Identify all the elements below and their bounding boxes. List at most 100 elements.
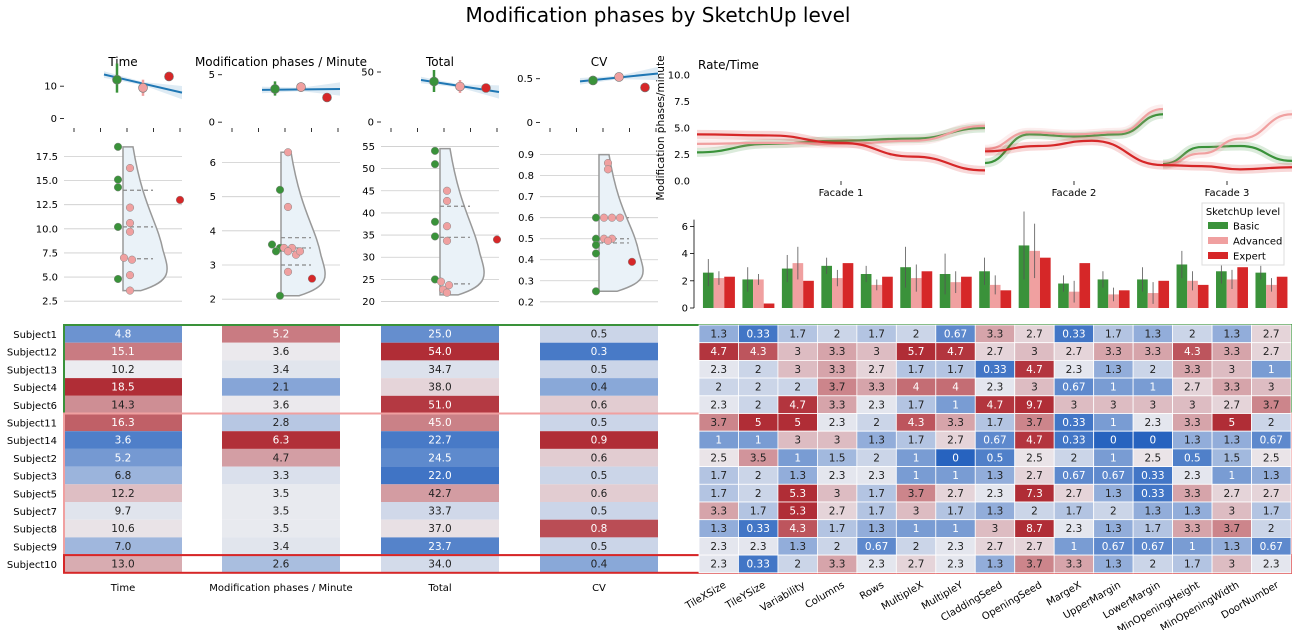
param-cell-value: 1.3 xyxy=(868,435,885,447)
y-tick-label: 6 xyxy=(682,222,688,233)
y-tick-label: 20 xyxy=(362,297,375,308)
heat-cell xyxy=(64,342,182,361)
y-tick-label: 2 xyxy=(210,295,216,306)
heat-cell xyxy=(381,537,499,556)
y-tick-label: 50 xyxy=(361,68,374,79)
param-cell-value: 7.3 xyxy=(1026,488,1043,500)
y-tick-label: 7.5 xyxy=(674,97,690,108)
param-cell-value: 2.3 xyxy=(710,541,727,553)
param-cell-value: 3.3 xyxy=(1184,364,1201,376)
param-cell-value: 1 xyxy=(952,470,959,482)
param-cell-value: 0.33 xyxy=(747,523,770,535)
param-cell-value: 5.7 xyxy=(908,346,925,358)
bar xyxy=(1237,267,1248,308)
heat-cell-value: 0.5 xyxy=(591,506,608,518)
param-cell-value: 2.5 xyxy=(710,452,727,464)
param-cell-value: 2 xyxy=(913,329,920,341)
heat-cell xyxy=(381,378,499,396)
param-cell-value: 2.7 xyxy=(1223,488,1240,500)
subject-point xyxy=(127,255,137,264)
heat-cell-value: 0.3 xyxy=(591,346,608,358)
param-cell-value: 2.3 xyxy=(1184,470,1201,482)
mean-point xyxy=(429,76,439,87)
heat-cell xyxy=(381,502,499,520)
y-tick-label: 5.0 xyxy=(674,124,690,135)
subject-point xyxy=(442,236,452,245)
heat-cell-value: 22.7 xyxy=(428,435,451,447)
y-tick-label: 0 xyxy=(527,118,533,129)
heat-cell xyxy=(222,431,340,449)
parameter-label: Rows xyxy=(858,580,886,603)
heat-cell-value: 7.0 xyxy=(115,541,132,553)
heat-cell-value: 10.2 xyxy=(111,364,134,376)
panel-title: CV xyxy=(591,55,608,69)
param-cell-value: 1.3 xyxy=(710,523,727,535)
param-cell-value: 1.5 xyxy=(1223,452,1240,464)
param-cell-value: 1 xyxy=(715,435,722,447)
heat-cell-value: 3.4 xyxy=(273,541,290,553)
heat-cell xyxy=(381,431,499,449)
legend-label: Basic xyxy=(1233,222,1259,233)
heat-cell-value: 6.3 xyxy=(273,435,290,447)
series-line xyxy=(1162,113,1293,167)
mean-point xyxy=(455,81,465,92)
heat-cell-value: 0.8 xyxy=(591,523,608,535)
facade-label: Facade 2 xyxy=(1052,188,1097,199)
param-cell-value: 4.3 xyxy=(1184,346,1201,358)
heat-cell xyxy=(222,395,340,414)
heat-cell-value: 34.0 xyxy=(428,559,451,571)
bar xyxy=(842,263,854,308)
subject-point xyxy=(591,287,601,296)
param-cell-value: 5.3 xyxy=(789,488,806,500)
param-cell-value: 0 xyxy=(952,452,959,464)
subject-point xyxy=(275,291,285,300)
y-tick-label: 12.5 xyxy=(36,200,58,211)
param-cell-value: 0.33 xyxy=(1062,417,1085,429)
param-cell-value: 3 xyxy=(834,435,841,447)
y-tick-label: 0.5 xyxy=(518,234,534,245)
param-cell-value: 3.3 xyxy=(1066,559,1083,571)
subject-point xyxy=(430,217,440,226)
param-cell-value: 3.3 xyxy=(829,346,846,358)
heat-cell xyxy=(64,555,182,573)
param-cell-value: 1.7 xyxy=(1263,506,1280,518)
heat-cell xyxy=(64,537,182,556)
legend-swatch xyxy=(1208,237,1228,244)
subject-point xyxy=(444,281,454,290)
param-cell-value: 0 xyxy=(1110,435,1117,447)
param-cell-value: 1.3 xyxy=(1223,329,1240,341)
param-cell-value: 5.3 xyxy=(789,506,806,518)
subject-point xyxy=(113,274,123,284)
heat-cell xyxy=(540,325,658,343)
heat-cell-value: 10.6 xyxy=(111,523,135,535)
param-cell-value: 4.7 xyxy=(947,346,964,358)
param-cell-value: 1 xyxy=(1189,541,1196,553)
heat-cell-value: 0.5 xyxy=(591,329,608,341)
heat-cell-value: 25.0 xyxy=(428,329,451,341)
param-cell-value: 1.3 xyxy=(1223,435,1240,447)
param-cell-value: 1.3 xyxy=(987,470,1004,482)
subject-point xyxy=(591,249,601,258)
param-cell-value: 2.3 xyxy=(710,364,727,376)
param-cell-value: 0.67 xyxy=(983,435,1006,447)
heat-cell xyxy=(540,395,658,414)
param-cell-value: 3 xyxy=(1268,382,1275,394)
param-cell-value: 2 xyxy=(715,382,722,394)
subject-point xyxy=(430,232,440,241)
param-cell-value: 1.3 xyxy=(1184,435,1201,447)
param-cell-value: 1 xyxy=(755,435,762,447)
param-cell-value: 1 xyxy=(952,399,959,411)
subject-point xyxy=(603,236,613,245)
subject-point xyxy=(125,271,135,280)
param-cell-value: 2.7 xyxy=(1066,346,1083,358)
subject-point xyxy=(615,213,625,222)
param-cell-value: 2.3 xyxy=(1066,523,1083,535)
y-tick-label: 0 xyxy=(51,114,57,125)
param-cell-value: 1.3 xyxy=(1145,329,1162,341)
param-cell-value: 0.33 xyxy=(1141,470,1164,482)
param-cell-value: 2.3 xyxy=(868,470,885,482)
y-tick-label: 0.0 xyxy=(674,177,690,188)
heat-cell xyxy=(64,484,182,502)
parameter-bar-chart: 0 2 4 6 SketchUp level Basic Advanced Expert xyxy=(682,202,1288,315)
